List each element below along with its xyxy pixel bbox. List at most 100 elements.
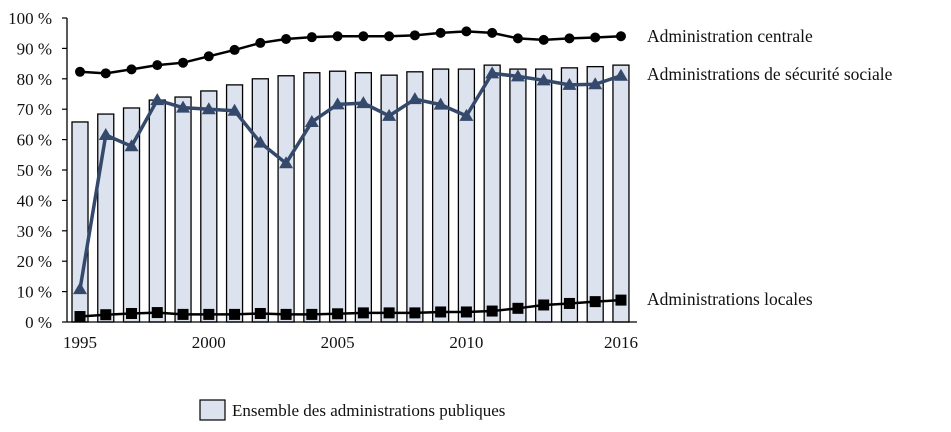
marker-administrations-de-securite-sociale-2011 [485, 66, 500, 79]
marker-administrations-de-securite-sociale-1998 [150, 93, 165, 106]
marker-administration-centrale-2008 [409, 30, 420, 41]
marker-administration-centrale-2013 [538, 34, 549, 45]
bar-2014 [560, 67, 579, 323]
marker-administrations-de-securite-sociale-2016 [613, 68, 628, 81]
marker-administrations-locales-2000 [203, 308, 215, 320]
marker-administrations-locales-2009 [435, 306, 447, 318]
x-tick-label-2005: 2005 [321, 333, 355, 352]
marker-administration-centrale-1997 [126, 64, 137, 75]
y-tick-label-40: 40 % [17, 191, 52, 210]
line-administrations-de-securite-sociale [78, 71, 622, 290]
marker-administrations-locales-1999 [177, 308, 189, 320]
series-label-1: Administrations de sécurité sociale [647, 64, 893, 84]
line-administrations-locales [79, 298, 622, 318]
marker-administration-centrale-2011 [487, 27, 498, 38]
marker-administration-centrale-2002 [255, 37, 266, 48]
marker-administrations-locales-1998 [151, 307, 163, 319]
marker-administrations-locales-2010 [460, 306, 472, 318]
marker-administrations-locales-2011 [486, 305, 498, 317]
series-label-0: Administration centrale [647, 26, 813, 46]
marker-administrations-de-securite-sociale-2008 [407, 92, 422, 105]
bar-2001 [225, 84, 244, 323]
marker-administrations-de-securite-sociale-2007 [382, 108, 397, 121]
legend: Ensemble des administrations publiques [199, 399, 505, 421]
y-tick-label-10: 10 % [17, 283, 52, 302]
bar-2012 [509, 68, 527, 323]
line-administration-centrale [79, 30, 622, 75]
marker-administrations-de-securite-sociale-2012 [510, 69, 525, 82]
y-tick-label-90: 90 % [17, 39, 52, 58]
marker-administration-centrale-2006 [358, 31, 369, 42]
y-tick-label-30: 30 % [17, 222, 52, 241]
marker-administration-centrale-2009 [435, 27, 446, 38]
marker-administration-centrale-2014 [564, 33, 575, 44]
marker-administration-centrale-2000 [203, 51, 214, 62]
x-tick-label-1995: 1995 [63, 333, 97, 352]
y-tick-label-80: 80 % [17, 70, 52, 89]
marker-administrations-locales-2006 [357, 307, 369, 319]
x-tick-label-2010: 2010 [449, 333, 483, 352]
bar-2004 [303, 72, 321, 323]
bar-2002 [251, 78, 269, 323]
marker-administration-centrale-2016 [615, 31, 626, 42]
marker-administrations-de-securite-sociale-1999 [176, 100, 191, 113]
marker-administrations-locales-2016 [615, 294, 627, 306]
legend-label-bar: Ensemble des administrations publiques [232, 401, 505, 420]
marker-administration-centrale-2015 [590, 32, 601, 43]
y-tick-label-50: 50 % [17, 161, 52, 180]
marker-administrations-de-securite-sociale-1997 [124, 139, 139, 152]
marker-administrations-de-securite-sociale-2015 [588, 77, 603, 90]
y-tick-label-100: 100 % [8, 9, 52, 28]
marker-administrations-de-securite-sociale-2005 [330, 97, 345, 110]
bar-2008 [406, 71, 424, 323]
marker-administration-centrale-2004 [306, 32, 317, 43]
marker-administrations-de-securite-sociale-2001 [227, 103, 242, 116]
labels-layer: Administration centrale Administrations d… [647, 26, 893, 309]
bar-2003 [277, 75, 295, 323]
marker-administrations-locales-2001 [229, 308, 241, 320]
marker-administrations-locales-2012 [512, 302, 524, 314]
marker-administrations-de-securite-sociale-2004 [304, 114, 319, 127]
marker-administration-centrale-1995 [75, 66, 85, 77]
legend-swatch-bar [199, 399, 226, 421]
x-tick-label-2000: 2000 [192, 333, 226, 352]
bar-2011 [483, 64, 501, 323]
marker-administrations-de-securite-sociale-2014 [562, 77, 577, 90]
marker-administration-centrale-2007 [384, 31, 395, 42]
marker-administration-centrale-1996 [100, 68, 111, 79]
marker-administrations-de-securite-sociale-2006 [356, 96, 371, 109]
y-tick-label-60: 60 % [17, 131, 52, 150]
marker-administrations-locales-2003 [280, 308, 292, 320]
marker-administrations-locales-1995 [74, 311, 86, 323]
marker-administrations-locales-1996 [100, 309, 112, 321]
marker-administrations-locales-2004 [306, 308, 318, 320]
marker-administrations-de-securite-sociale-2000 [201, 102, 216, 115]
marker-administration-centrale-2010 [461, 26, 472, 37]
marker-administration-centrale-1999 [178, 57, 189, 68]
y-tick-label-20: 20 % [17, 252, 52, 271]
bar-2006 [354, 72, 373, 323]
bar-2015 [586, 65, 604, 323]
bar-2013 [535, 68, 553, 323]
bar-1998 [148, 99, 166, 323]
lines-layer [73, 26, 628, 323]
x-tick-label-2016: 2016 [604, 333, 638, 352]
marker-administrations-de-securite-sociale-1995 [73, 282, 87, 295]
marker-administrations-locales-2014 [563, 297, 575, 309]
bars-layer [71, 64, 630, 323]
marker-administrations-locales-2005 [332, 308, 344, 320]
marker-administrations-de-securite-sociale-1996 [98, 128, 113, 141]
axes-layer: 0 % 10 % 20 % 30 % 40 % 50 % 60 % 70 % 80 % 90 % 1… [8, 9, 638, 352]
marker-administrations-locales-2008 [409, 307, 421, 319]
marker-administrations-locales-2015 [589, 296, 601, 308]
marker-administrations-de-securite-sociale-2010 [459, 108, 474, 121]
series-label-2: Administrations locales [647, 289, 813, 309]
y-tick-label-70: 70 % [17, 100, 52, 119]
marker-administration-centrale-2001 [229, 44, 240, 55]
bar-2000 [200, 90, 218, 323]
marker-administrations-locales-1997 [126, 307, 138, 319]
marker-administrations-locales-2013 [538, 299, 550, 311]
marker-administrations-locales-2007 [383, 307, 395, 319]
marker-administration-centrale-1998 [152, 60, 163, 71]
